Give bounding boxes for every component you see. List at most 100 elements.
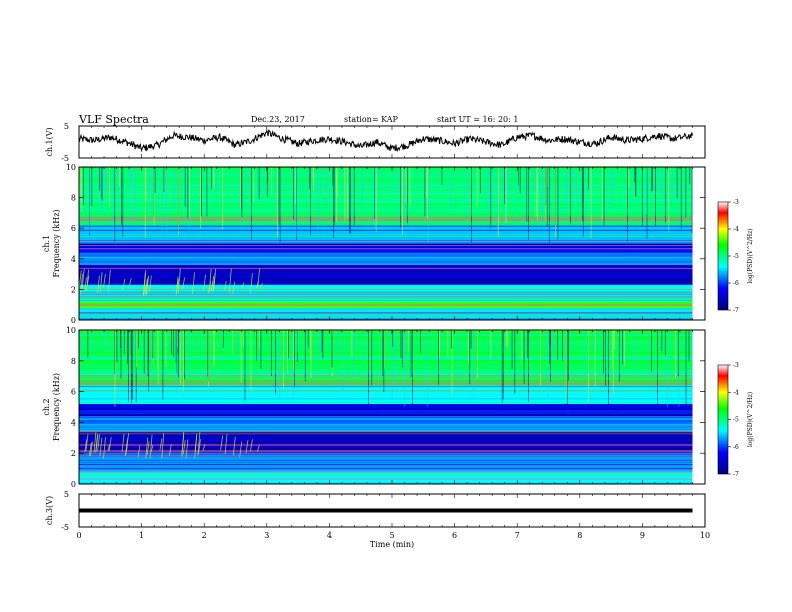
x-tick-label: 2 <box>202 531 207 540</box>
colorbar-label: log(PSD)(V^2/Hz) <box>747 392 754 447</box>
y-tick-label: 8 <box>71 194 76 203</box>
emission-stroke <box>97 434 100 452</box>
emission-stroke <box>192 272 195 295</box>
y-tick-label: -5 <box>61 154 69 163</box>
emission-stroke <box>88 442 92 457</box>
emission-stroke <box>228 268 232 293</box>
emission-stroke <box>250 273 253 294</box>
emission-stroke <box>159 438 163 451</box>
emission-stroke <box>177 268 181 293</box>
colorbar-tick-label: -3 <box>733 362 739 369</box>
emission-stroke <box>146 275 149 296</box>
emission-stroke <box>84 439 88 452</box>
colorbar-tick-label: -7 <box>733 471 739 478</box>
colorbar-label: log(PSD)(V^2/Hz) <box>747 228 754 283</box>
emission-stroke <box>241 282 245 288</box>
emission-stroke <box>121 433 125 453</box>
y-tick-label: 0 <box>71 316 76 325</box>
y-tick-label: 5 <box>64 490 69 499</box>
emission-stroke <box>145 437 149 459</box>
emission-stroke <box>78 270 82 288</box>
spectrum-band <box>79 416 693 432</box>
emission-stroke <box>208 268 212 293</box>
emission-stroke <box>122 278 126 290</box>
y-tick-label: 0 <box>71 480 76 489</box>
ch3-ylabel: ch.3(V) <box>45 496 54 525</box>
emission-stroke <box>210 280 214 290</box>
emission-stroke <box>220 435 224 451</box>
emission-stroke <box>161 433 165 459</box>
emission-stroke <box>148 275 152 293</box>
colorbar-tick-label: -6 <box>733 280 739 287</box>
emission-stroke <box>176 282 179 293</box>
emission-stroke <box>197 431 201 456</box>
x-tick-label: 4 <box>327 531 332 540</box>
x-tick-label: 9 <box>640 531 645 540</box>
ch2-spectrogram-image <box>79 330 693 484</box>
emission-stroke <box>185 439 189 459</box>
emission-stroke <box>150 445 154 453</box>
emission-stroke <box>257 444 260 452</box>
emission-stroke <box>107 269 111 292</box>
ch1-ylabel: ch.1(V) <box>45 127 54 156</box>
emission-stroke <box>250 439 253 452</box>
colorbar-tick-label: -7 <box>733 307 739 314</box>
emission-stroke <box>232 281 236 294</box>
emission-stroke <box>103 273 106 288</box>
emission-stroke <box>182 277 185 290</box>
spectrum-band <box>79 284 693 302</box>
spectrum-band <box>79 431 693 444</box>
emission-stroke <box>239 441 243 457</box>
station-label: station= KAP <box>344 115 398 124</box>
y-tick-label: 6 <box>71 224 76 233</box>
y-tick-label: 2 <box>71 285 76 294</box>
x-tick-label: 6 <box>452 531 457 540</box>
emission-stroke <box>260 282 263 289</box>
y-tick-label: 10 <box>66 326 76 335</box>
emission-stroke <box>182 440 186 455</box>
emission-stroke <box>146 441 150 455</box>
y-tick-label: 2 <box>71 449 76 458</box>
spectrum-band <box>79 252 693 265</box>
y-tick-label: 10 <box>66 163 76 172</box>
ch1-waveform-line <box>78 128 693 153</box>
emission-stroke <box>125 438 129 456</box>
spectrum-band <box>79 330 693 386</box>
emission-stroke <box>224 434 228 455</box>
emission-stroke <box>142 272 146 296</box>
spectrum-band <box>79 403 693 417</box>
colorbar-tick-label: -3 <box>733 199 739 206</box>
emission-stroke <box>137 445 141 457</box>
ch2-freq-ylabel-channel: ch.2 <box>42 398 51 415</box>
emission-stroke <box>232 436 236 456</box>
emission-stroke <box>86 275 90 287</box>
emission-stroke <box>108 437 112 451</box>
emission-stroke <box>202 443 206 451</box>
x-tick-label: 5 <box>389 531 394 540</box>
y-tick-label: 8 <box>71 357 76 366</box>
emission-stroke <box>194 433 198 452</box>
x-tick-label: 3 <box>264 531 269 540</box>
y-tick-label: 4 <box>71 255 76 264</box>
colorbar <box>717 201 729 311</box>
emission-stroke <box>223 281 227 291</box>
y-tick-label: 6 <box>71 388 76 397</box>
colorbar <box>717 364 729 475</box>
emission-stroke <box>85 434 89 452</box>
emission-stroke <box>86 269 89 292</box>
emission-stroke <box>84 277 87 291</box>
ch1-spectrogram-image <box>78 167 693 320</box>
emission-stroke <box>245 440 249 454</box>
chart-title: VLF Spectra <box>79 113 149 126</box>
ch1-freq-ylabel: Frequency (kHz) <box>52 209 61 277</box>
ch1-freq-ylabel-channel: ch.1 <box>42 235 51 252</box>
emission-stroke <box>198 439 201 454</box>
emission-stroke <box>95 433 99 452</box>
emission-stroke <box>149 434 153 459</box>
emission-stroke <box>99 437 103 456</box>
y-tick-label: -5 <box>61 523 69 532</box>
emission-stroke <box>128 278 132 287</box>
emission-stroke <box>93 432 97 453</box>
emission-stroke <box>99 272 103 293</box>
y-tick-label: 5 <box>64 122 69 131</box>
